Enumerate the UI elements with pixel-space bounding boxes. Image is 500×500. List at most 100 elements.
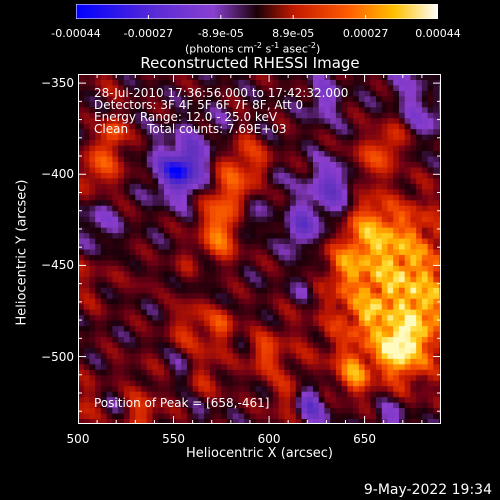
heatmap-cell <box>272 249 280 255</box>
heatmap-cell <box>370 309 377 316</box>
heatmap-cell <box>95 238 102 245</box>
heatmap-cell <box>347 309 354 316</box>
heatmap-cell <box>335 177 343 184</box>
heatmap-cell <box>353 177 360 184</box>
heatmap-cell <box>135 232 142 239</box>
heatmap-cell <box>129 221 136 228</box>
heatmap-cell <box>381 347 389 354</box>
heatmap-cell <box>89 194 96 201</box>
heatmap-cell <box>186 84 194 91</box>
heatmap-cell <box>278 347 285 354</box>
heatmap-cell <box>129 325 136 332</box>
heatmap-cell <box>181 276 188 283</box>
heatmap-cell <box>358 243 366 250</box>
heatmap-cell <box>158 413 165 420</box>
heatmap-cell <box>249 265 257 272</box>
colorbar-tick-label: 0.00027 <box>342 27 389 40</box>
heatmap-cell <box>204 325 211 332</box>
heatmap-cell <box>364 199 371 206</box>
heatmap-cell <box>255 314 262 321</box>
heatmap-cell <box>221 227 228 234</box>
heatmap-cell <box>244 79 251 86</box>
heatmap-cell <box>129 112 136 119</box>
heatmap-cell <box>353 150 360 157</box>
heatmap-cell <box>181 369 188 376</box>
heatmap-cell <box>387 139 394 146</box>
heatmap-cell <box>353 363 360 370</box>
heatmap-cell <box>364 79 371 86</box>
heatmap-cell <box>421 407 429 414</box>
heatmap-cell <box>335 374 343 381</box>
heatmap-cell <box>227 95 234 102</box>
heatmap-cell <box>169 413 176 420</box>
heatmap-cell <box>141 303 148 310</box>
heatmap-cell <box>244 238 251 245</box>
heatmap-cell <box>221 320 228 327</box>
heatmap-cell <box>387 79 394 86</box>
heatmap-cell <box>209 391 217 398</box>
heatmap-cell <box>95 183 102 190</box>
heatmap-cell <box>358 145 366 152</box>
heatmap-cell <box>118 188 125 195</box>
heatmap-cell <box>307 292 314 299</box>
heatmap-cell <box>221 221 228 228</box>
heatmap-cell <box>312 74 320 80</box>
heatmap-cell <box>421 232 429 239</box>
heatmap-cell <box>318 205 325 212</box>
heatmap-cell <box>186 259 194 266</box>
heatmap-cell <box>341 380 348 387</box>
heatmap-cell <box>433 221 440 228</box>
heatmap-cell <box>141 254 148 261</box>
heatmap-cell <box>158 396 165 403</box>
heatmap-cell <box>416 188 423 195</box>
heatmap-cell <box>192 112 199 119</box>
heatmap-cell <box>278 407 285 414</box>
heatmap-cell <box>284 270 291 277</box>
heatmap-cell <box>307 347 314 354</box>
heatmap-cell <box>410 303 417 310</box>
heatmap-cell <box>95 79 102 86</box>
heatmap-cell <box>83 139 90 146</box>
heatmap-cell <box>163 369 171 376</box>
heatmap-cell <box>290 331 297 337</box>
heatmap-cell <box>198 314 205 321</box>
heatmap-cell <box>370 161 377 168</box>
heatmap-cell <box>129 413 136 420</box>
heatmap-cell <box>272 74 280 80</box>
heatmap-cell <box>181 249 188 255</box>
heatmap-cell <box>267 298 274 305</box>
heatmap-cell <box>152 347 159 354</box>
heatmap-cell <box>267 221 274 228</box>
heatmap-cell <box>393 358 400 365</box>
heatmap-cell <box>272 309 280 316</box>
heatmap-cell <box>261 188 268 195</box>
heatmap-cell <box>100 336 108 343</box>
heatmap-cell <box>118 79 125 86</box>
heatmap-cell <box>175 292 182 299</box>
heatmap-cell <box>118 380 125 387</box>
heatmap-cell <box>427 84 434 91</box>
heatmap-cell <box>376 161 383 168</box>
heatmap-cell <box>404 232 411 239</box>
heatmap-cell <box>192 385 199 392</box>
heatmap-cell <box>255 380 262 387</box>
heatmap-cell <box>387 238 394 245</box>
heatmap-cell <box>416 161 423 168</box>
heatmap-cell <box>381 309 389 316</box>
heatmap-cell <box>301 128 308 135</box>
heatmap-cell <box>255 336 262 343</box>
heatmap-cell <box>272 385 280 392</box>
heatmap-cell <box>370 402 377 409</box>
heatmap-cell <box>312 374 320 381</box>
heatmap-cell <box>158 194 165 201</box>
heatmap-cell <box>244 298 251 305</box>
heatmap-cell <box>335 74 343 80</box>
heatmap-cell <box>341 413 348 420</box>
heatmap-cell <box>209 292 217 299</box>
heatmap-cell <box>169 407 176 414</box>
heatmap-cell <box>261 227 268 234</box>
heatmap-cell <box>267 205 274 212</box>
heatmap-cell <box>249 106 257 113</box>
heatmap-cell <box>307 166 314 173</box>
heatmap-cell <box>215 341 222 348</box>
